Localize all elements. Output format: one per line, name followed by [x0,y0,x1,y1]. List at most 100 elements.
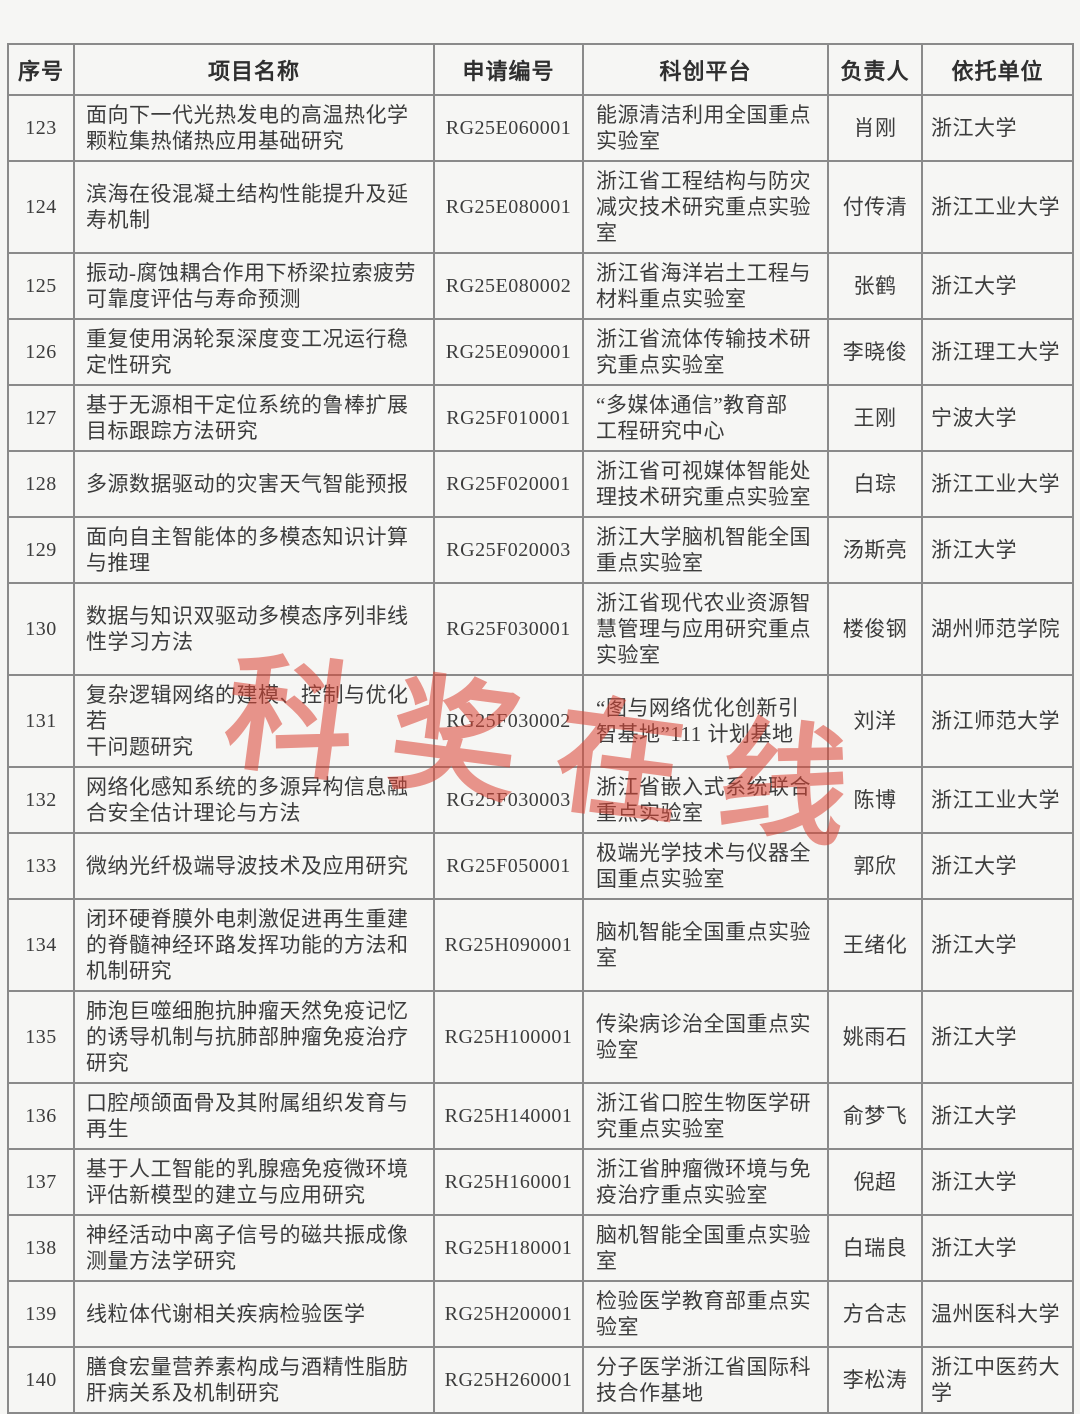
cell-serial-number: 126 [7,318,75,386]
table-body: 123 面向下一代光热发电的高温热化学 颗粒集热储热应用基础研究 RG25E06… [7,94,1074,1414]
col-header-leader: 负责人 [827,43,923,96]
cell-project-name: 口腔颅颌面骨及其附属组织发育与 再生 [73,1082,435,1150]
cell-project-name: 闭环硬脊膜外电刺激促进再生重建 的脊髓神经环路发挥功能的方法和 机制研究 [73,898,435,992]
cell-unit: 浙江大学 [921,1148,1074,1216]
cell-serial-number: 133 [7,832,75,900]
cell-platform: 能源清洁利用全国重点 实验室 [582,94,829,162]
cell-serial-number: 124 [7,160,75,254]
cell-project-name: 复杂逻辑网络的建模、控制与优化若 干问题研究 [73,674,435,768]
cell-platform: 浙江省工程结构与防灾 减灾技术研究重点实验 室 [582,160,829,254]
table-row: 128 多源数据驱动的灾害天气智能预报 RG25F020001 浙江省可视媒体智… [7,450,1074,518]
table-row: 133 微纳光纤极端导波技术及应用研究 RG25F050001 极端光学技术与仪… [7,832,1074,900]
cell-application-code: RG25H260001 [433,1346,584,1414]
col-header-application-code: 申请编号 [433,43,584,96]
cell-leader: 汤斯亮 [827,516,923,584]
cell-unit: 温州医科大学 [921,1280,1074,1348]
cell-leader: 刘洋 [827,674,923,768]
cell-serial-number: 131 [7,674,75,768]
cell-application-code: RG25H160001 [433,1148,584,1216]
cell-serial-number: 125 [7,252,75,320]
cell-serial-number: 135 [7,990,75,1084]
cell-platform: 浙江省肿瘤微环境与免 疫治疗重点实验室 [582,1148,829,1216]
cell-project-name: 振动-腐蚀耦合作用下桥梁拉索疲劳 可靠度评估与寿命预测 [73,252,435,320]
table-row: 136 口腔颅颌面骨及其附属组织发育与 再生 RG25H140001 浙江省口腔… [7,1082,1074,1150]
table-row: 125 振动-腐蚀耦合作用下桥梁拉索疲劳 可靠度评估与寿命预测 RG25E080… [7,252,1074,320]
cell-serial-number: 137 [7,1148,75,1216]
cell-platform: “多媒体通信”教育部 工程研究中心 [582,384,829,452]
cell-unit: 浙江师范大学 [921,674,1074,768]
cell-unit: 浙江工业大学 [921,766,1074,834]
cell-application-code: RG25F010001 [433,384,584,452]
cell-unit: 浙江大学 [921,1082,1074,1150]
cell-application-code: RG25F050001 [433,832,584,900]
cell-serial-number: 139 [7,1280,75,1348]
cell-unit: 浙江工业大学 [921,160,1074,254]
cell-leader: 陈博 [827,766,923,834]
cell-application-code: RG25F020001 [433,450,584,518]
cell-application-code: RG25H100001 [433,990,584,1084]
table-row: 137 基于人工智能的乳腺癌免疫微环境 评估新模型的建立与应用研究 RG25H1… [7,1148,1074,1216]
cell-platform: 浙江省可视媒体智能处 理技术研究重点实验室 [582,450,829,518]
cell-unit: 浙江大学 [921,832,1074,900]
cell-project-name: 微纳光纤极端导波技术及应用研究 [73,832,435,900]
table-row: 129 面向自主智能体的多模态知识计算 与推理 RG25F020003 浙江大学… [7,516,1074,584]
table-row: 123 面向下一代光热发电的高温热化学 颗粒集热储热应用基础研究 RG25E06… [7,94,1074,162]
cell-project-name: 面向下一代光热发电的高温热化学 颗粒集热储热应用基础研究 [73,94,435,162]
cell-platform: 浙江省流体传输技术研 究重点实验室 [582,318,829,386]
table-row: 132 网络化感知系统的多源异构信息融 合安全估计理论与方法 RG25F0300… [7,766,1074,834]
cell-serial-number: 136 [7,1082,75,1150]
cell-project-name: 膳食宏量营养素构成与酒精性脂肪 肝病关系及机制研究 [73,1346,435,1414]
cell-unit: 湖州师范学院 [921,582,1074,676]
cell-unit: 浙江中医药大 学 [921,1346,1074,1414]
table-row: 130 数据与知识双驱动多模态序列非线 性学习方法 RG25F030001 浙江… [7,582,1074,676]
table-row: 135 肺泡巨噬细胞抗肿瘤天然免疫记忆 的诱导机制与抗肺部肿瘤免疫治疗 研究 R… [7,990,1074,1084]
cell-serial-number: 138 [7,1214,75,1282]
cell-serial-number: 140 [7,1346,75,1414]
cell-application-code: RG25F030003 [433,766,584,834]
cell-project-name: 线粒体代谢相关疾病检验医学 [73,1280,435,1348]
cell-application-code: RG25E080002 [433,252,584,320]
cell-serial-number: 130 [7,582,75,676]
table-row: 131 复杂逻辑网络的建模、控制与优化若 干问题研究 RG25F030002 “… [7,674,1074,768]
cell-platform: “图与网络优化创新引 智基地”111 计划基地 [582,674,829,768]
cell-application-code: RG25F020003 [433,516,584,584]
cell-platform: 传染病诊治全国重点实 验室 [582,990,829,1084]
table-row: 124 滨海在役混凝土结构性能提升及延 寿机制 RG25E080001 浙江省工… [7,160,1074,254]
table-row: 134 闭环硬脊膜外电刺激促进再生重建 的脊髓神经环路发挥功能的方法和 机制研究… [7,898,1074,992]
cell-leader: 俞梦飞 [827,1082,923,1150]
table-header-row: 序号 项目名称 申请编号 科创平台 负责人 依托单位 [7,43,1074,96]
cell-platform: 浙江省口腔生物医学研 究重点实验室 [582,1082,829,1150]
cell-project-name: 滨海在役混凝土结构性能提升及延 寿机制 [73,160,435,254]
cell-unit: 浙江大学 [921,898,1074,992]
cell-serial-number: 123 [7,94,75,162]
cell-leader: 王绪化 [827,898,923,992]
cell-application-code: RG25F030001 [433,582,584,676]
cell-serial-number: 132 [7,766,75,834]
table-row: 127 基于无源相干定位系统的鲁棒扩展 目标跟踪方法研究 RG25F010001… [7,384,1074,452]
cell-leader: 张鹤 [827,252,923,320]
cell-application-code: RG25F030002 [433,674,584,768]
cell-leader: 李晓俊 [827,318,923,386]
cell-leader: 倪超 [827,1148,923,1216]
cell-platform: 极端光学技术与仪器全 国重点实验室 [582,832,829,900]
cell-project-name: 网络化感知系统的多源异构信息融 合安全估计理论与方法 [73,766,435,834]
cell-leader: 方合志 [827,1280,923,1348]
cell-platform: 脑机智能全国重点实验 室 [582,898,829,992]
cell-project-name: 数据与知识双驱动多模态序列非线 性学习方法 [73,582,435,676]
cell-leader: 楼俊钢 [827,582,923,676]
cell-project-name: 面向自主智能体的多模态知识计算 与推理 [73,516,435,584]
cell-leader: 付传清 [827,160,923,254]
col-header-platform: 科创平台 [582,43,829,96]
cell-unit: 浙江理工大学 [921,318,1074,386]
cell-leader: 白琮 [827,450,923,518]
cell-application-code: RG25H140001 [433,1082,584,1150]
col-header-project-name: 项目名称 [73,43,435,96]
cell-project-name: 基于人工智能的乳腺癌免疫微环境 评估新模型的建立与应用研究 [73,1148,435,1216]
cell-unit: 宁波大学 [921,384,1074,452]
cell-unit: 浙江工业大学 [921,450,1074,518]
cell-application-code: RG25E060001 [433,94,584,162]
cell-serial-number: 134 [7,898,75,992]
cell-leader: 李松涛 [827,1346,923,1414]
cell-platform: 浙江省现代农业资源智 慧管理与应用研究重点 实验室 [582,582,829,676]
